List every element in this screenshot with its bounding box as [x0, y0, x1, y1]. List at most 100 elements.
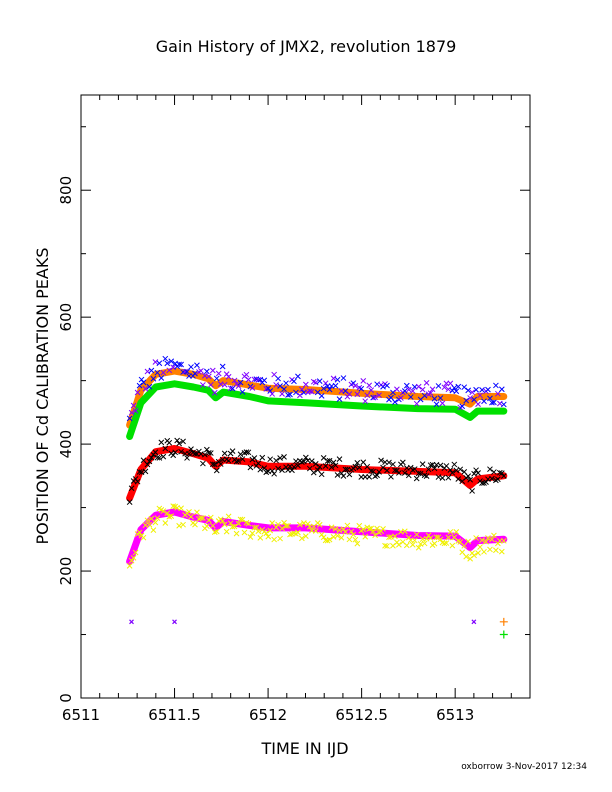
scatter-point: [213, 467, 220, 474]
scatter-point: [384, 543, 390, 549]
scatter-point: [170, 452, 177, 459]
scatter-point: [275, 375, 281, 382]
scatter-point: [467, 395, 474, 401]
scatter-point: [152, 359, 159, 365]
scatter-point: [146, 521, 153, 528]
scatter-point: [297, 521, 303, 528]
scatter-point: [273, 457, 279, 464]
scatter-point: [277, 535, 283, 542]
y-tick-label: 600: [57, 303, 75, 332]
scatter-point: [267, 527, 274, 534]
scatter-point: [401, 470, 408, 476]
scatter-point: [451, 461, 458, 468]
scatter-point: [437, 462, 444, 469]
scatter-point: [259, 454, 266, 461]
scatter-point: [324, 458, 331, 464]
scatter-point: [136, 469, 143, 475]
scatter-point: [156, 360, 163, 367]
scatter-point: [229, 523, 236, 530]
scatter-point: [401, 528, 408, 535]
scatter-point: [386, 534, 392, 541]
scatter-point: [328, 524, 335, 531]
scatter-point: [362, 533, 369, 540]
scatter-point: [396, 470, 402, 476]
scatter-point: [134, 389, 141, 396]
scatter-point: [441, 540, 448, 547]
scatter-point: [473, 535, 479, 541]
scatter-point: [346, 471, 353, 478]
x-tick-label: 6513: [436, 706, 474, 724]
scatter-point: [370, 528, 377, 535]
scatter-point: [158, 439, 165, 446]
scatter-point: [198, 515, 204, 521]
scatter-point: [184, 455, 190, 461]
scatter-point: [328, 464, 335, 471]
scatter-point: [312, 461, 319, 467]
scatter-point: [194, 362, 200, 369]
scatter-point: [461, 384, 468, 391]
scatter-point: [176, 361, 182, 368]
scatter-point: [174, 437, 181, 444]
scatter-point: [255, 460, 262, 467]
scatter-point: [134, 478, 141, 485]
x-axis-label: TIME IN IJD: [260, 739, 348, 758]
scatter-point: [368, 525, 375, 532]
scatter-point: [150, 527, 157, 533]
scatter-point: [146, 383, 153, 390]
scatter-point: [471, 552, 477, 559]
scatter-point: [461, 542, 468, 549]
scatter-point: [495, 390, 501, 397]
scatter-point: [433, 534, 440, 541]
scatter-point: [346, 391, 353, 397]
scatter-point: [275, 465, 281, 472]
scatter-point: [178, 505, 184, 512]
scatter-point: [455, 476, 462, 482]
scatter-point: [360, 459, 367, 466]
scatter-point: [182, 368, 188, 375]
scatter-point: [265, 533, 272, 540]
scatter-point: [413, 475, 420, 482]
scatter-point: [205, 450, 212, 456]
scatter-point: [318, 393, 325, 399]
scatter-points-layer: [126, 355, 507, 569]
scatter-point: [445, 474, 452, 481]
scatter-point: [439, 400, 446, 407]
scatter-point: [168, 513, 175, 519]
scatter-point: [140, 379, 147, 386]
outlier-point: [172, 619, 177, 625]
scatter-point: [283, 380, 289, 387]
scatter-point: [308, 458, 315, 464]
scatter-point: [261, 377, 268, 384]
scatter-point: [374, 525, 380, 532]
scatter-point: [322, 380, 329, 387]
scatter-point: [427, 462, 434, 469]
scatter-point: [219, 363, 226, 370]
scatter-point: [138, 376, 145, 383]
scatter-point: [443, 540, 450, 546]
scatter-point: [415, 544, 422, 551]
scatter-point: [237, 451, 244, 458]
outlier-point: [471, 619, 477, 625]
scatter-point: [257, 534, 264, 541]
scatter-point: [295, 529, 301, 536]
scatter-point: [330, 375, 337, 382]
scatter-point: [180, 438, 186, 445]
scatter-point: [473, 467, 479, 474]
y-tick-label: 0: [57, 693, 75, 703]
scatter-point: [188, 364, 194, 370]
scatter-point: [225, 513, 232, 520]
scatter-point: [128, 409, 135, 416]
scatter-point: [372, 394, 378, 401]
scatter-point: [354, 459, 361, 466]
scatter-point: [297, 392, 303, 399]
scatter-point: [405, 534, 412, 541]
scatter-point: [233, 530, 240, 537]
scatter-point: [441, 384, 448, 391]
scatter-point: [310, 469, 317, 476]
scatter-point: [403, 382, 410, 389]
scatter-point: [211, 461, 218, 468]
scatter-point: [332, 462, 339, 469]
scatter-point: [354, 540, 361, 547]
scatter-point: [477, 544, 483, 550]
